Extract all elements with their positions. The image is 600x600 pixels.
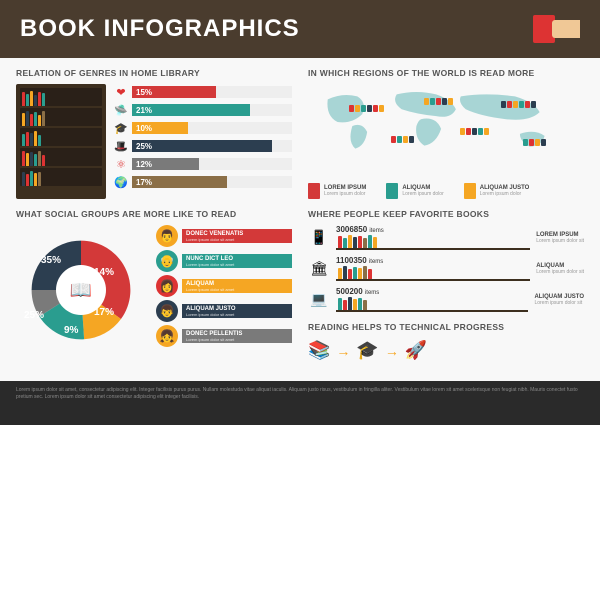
content-area: RELATION OF GENRES IN HOME LIBRARY ❤ 15% 🛸…: [0, 58, 600, 381]
hand-holding-book-icon: [533, 15, 580, 43]
social-bar: DONEC PELLENTISLorem ipsum dolor sit ame…: [182, 329, 292, 343]
favorites-section: WHERE PEOPLE KEEP FAVORITE BOOKS 📱300685…: [308, 209, 584, 361]
social-section: WHAT SOCIAL GROUPS ARE MORE LIKE TO READ…: [16, 209, 292, 361]
avatar-icon: 👩: [156, 275, 178, 297]
genre-bar: 21%: [132, 104, 250, 116]
legend-book-icon: [386, 183, 398, 199]
map-book-cluster: [349, 105, 384, 112]
genre-bar: 15%: [132, 86, 216, 98]
header-bar: BOOK INFOGRAPHICS: [0, 0, 600, 58]
arrow-icon: →: [336, 343, 350, 359]
book-shelf-mini: [336, 265, 530, 281]
map-book-cluster: [391, 136, 414, 143]
favorite-row: 💻500200 itemsALIQUAM JUSTOLorem ipsum do…: [308, 287, 584, 312]
map-legend: LOREM IPSUMLorem ipsum dolor ALIQUAMLorem…: [308, 183, 529, 199]
genre-row: ❤ 15%: [114, 84, 292, 100]
footer: Lorem ipsum dolor sit amet, consectetur …: [0, 381, 600, 425]
social-title: WHAT SOCIAL GROUPS ARE MORE LIKE TO READ: [16, 209, 292, 219]
genre-bar: 10%: [132, 122, 188, 134]
progress-step-icon: 📚: [308, 340, 330, 361]
storage-icon: 💻: [308, 289, 330, 311]
regions-title: IN WHICH REGIONS OF THE WORLD IS READ MO…: [308, 68, 584, 78]
avatar-icon: 👨: [156, 225, 178, 247]
genre-row: 🌍 17%: [114, 174, 292, 190]
map-book-cluster: [460, 128, 489, 135]
avatar-icon: 👧: [156, 325, 178, 347]
genre-icon: 🎓: [114, 121, 128, 135]
progress-title: READING HELPS TO TECHNICAL PROGRESS: [308, 322, 584, 332]
footer-text: Lorem ipsum dolor sit amet, consectetur …: [16, 387, 578, 400]
donut-pct-label: 9%: [64, 325, 78, 336]
legend-item: ALIQUAM JUSTOLorem ipsum dolor: [464, 183, 530, 199]
favorite-row: 📱3006850 itemsLOREM IPSUMLorem ipsum dol…: [308, 225, 584, 250]
donut-pct-label: 14%: [94, 267, 114, 278]
genre-icon: ⚛: [114, 157, 128, 171]
arrow-icon: →: [385, 343, 399, 359]
storage-icon: 📱: [308, 227, 330, 249]
legend-book-icon: [464, 183, 476, 199]
genre-icon: ❤: [114, 85, 128, 99]
book-shelf-mini: [336, 234, 530, 250]
regions-section: IN WHICH REGIONS OF THE WORLD IS READ MO…: [308, 68, 584, 199]
genre-icon: 🛸: [114, 103, 128, 117]
social-bar: NUNC DICT LEOLorem ipsum dolor sit amet: [182, 254, 292, 268]
genre-bars: ❤ 15% 🛸 21% 🎓 10% 🎩 25% ⚛ 12% 🌍 17%: [114, 84, 292, 199]
world-map: LOREM IPSUMLorem ipsum dolor ALIQUAMLorem…: [308, 84, 584, 199]
storage-icon: 🏛: [308, 258, 330, 280]
genre-row: 🎩 25%: [114, 138, 292, 154]
avatar-icon: 👦: [156, 300, 178, 322]
genres-title: RELATION OF GENRES IN HOME LIBRARY: [16, 68, 292, 78]
map-book-cluster: [501, 101, 536, 108]
social-group-item: 👨 DONEC VENENATISLorem ipsum dolor sit am…: [156, 225, 292, 247]
favorites-title: WHERE PEOPLE KEEP FAVORITE BOOKS: [308, 209, 584, 219]
page-title: BOOK INFOGRAPHICS: [20, 15, 300, 43]
donut-pct-label: 35%: [41, 255, 61, 266]
donut-pct-label: 25%: [24, 310, 44, 321]
favorite-row: 🏛1100350 itemsALIQUAMLorem ipsum dolor s…: [308, 256, 584, 281]
genre-bar: 12%: [132, 158, 199, 170]
map-continents: [308, 84, 584, 164]
social-bar: DONEC VENENATISLorem ipsum dolor sit ame…: [182, 229, 292, 243]
legend-book-icon: [308, 183, 320, 199]
progress-step-icon: 🚀: [405, 340, 427, 361]
map-book-cluster: [523, 139, 546, 146]
social-group-item: 👩 ALIQUAMLorem ipsum dolor sit amet: [156, 275, 292, 297]
genres-section: RELATION OF GENRES IN HOME LIBRARY ❤ 15% 🛸…: [16, 68, 292, 199]
genre-bar: 17%: [132, 176, 227, 188]
bookshelf-icon: [16, 84, 106, 199]
genre-icon: 🌍: [114, 175, 128, 189]
genre-row: ⚛ 12%: [114, 156, 292, 172]
legend-item: LOREM IPSUMLorem ipsum dolor: [308, 183, 366, 199]
favorites-list: 📱3006850 itemsLOREM IPSUMLorem ipsum dol…: [308, 225, 584, 312]
social-group-item: 👧 DONEC PELLENTISLorem ipsum dolor sit am…: [156, 325, 292, 347]
genre-row: 🎓 10%: [114, 120, 292, 136]
social-groups-list: 👨 DONEC VENENATISLorem ipsum dolor sit am…: [156, 225, 292, 355]
book-shelf-mini: [336, 296, 528, 312]
donut-pct-label: 17%: [94, 307, 114, 318]
genre-icon: 🎩: [114, 139, 128, 153]
social-bar: ALIQUAM JUSTOLorem ipsum dolor sit amet: [182, 304, 292, 318]
genre-bar: 25%: [132, 140, 272, 152]
avatar-icon: 👴: [156, 250, 178, 272]
progress-step-icon: 🎓: [356, 340, 378, 361]
progress-flow: 📚 → 🎓 → 🚀: [308, 340, 584, 361]
genre-row: 🛸 21%: [114, 102, 292, 118]
social-bar: ALIQUAMLorem ipsum dolor sit amet: [182, 279, 292, 293]
donut-chart: 📖 35%14%17%9%25%: [16, 225, 146, 355]
social-group-item: 👴 NUNC DICT LEOLorem ipsum dolor sit amet: [156, 250, 292, 272]
legend-item: ALIQUAMLorem ipsum dolor: [386, 183, 443, 199]
social-group-item: 👦 ALIQUAM JUSTOLorem ipsum dolor sit amet: [156, 300, 292, 322]
map-book-cluster: [424, 98, 453, 105]
